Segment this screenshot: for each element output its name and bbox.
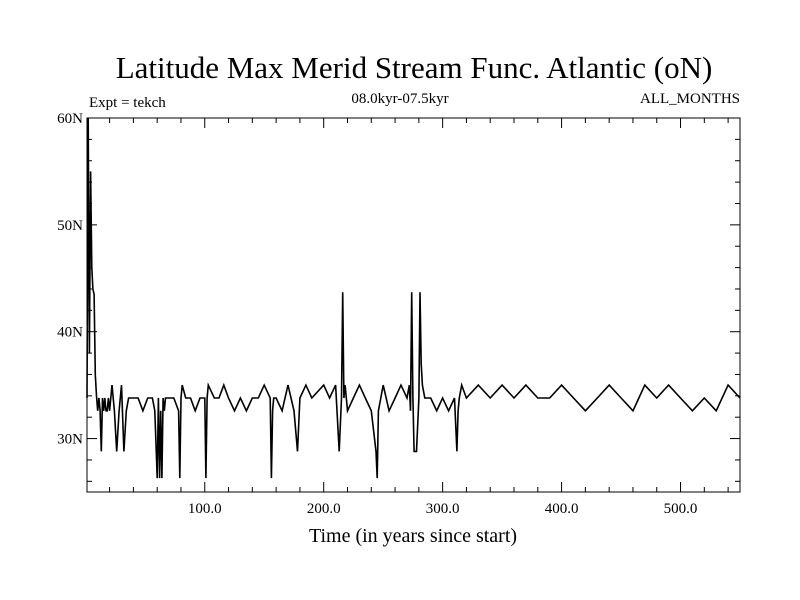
x-tick-label: 100.0 — [188, 501, 222, 517]
x-tick-label: 500.0 — [664, 501, 698, 517]
y-tick-label: 30N — [57, 432, 83, 448]
x-axis-label: Time (in years since start) — [309, 525, 517, 547]
x-tick-label: 200.0 — [307, 501, 341, 517]
y-tick-label: 40N — [57, 325, 83, 341]
experiment-label: Expt = tekch — [89, 95, 166, 111]
y-tick-label: 60N — [57, 111, 83, 127]
y-tick-labels: 30N 40N 50N 60N — [57, 111, 83, 448]
x-tick-label: 400.0 — [545, 501, 579, 517]
plot-area: 100.0 200.0 300.0 400.0 500.0 30N 40N 50N 60N — [57, 111, 741, 517]
chart-title: Latitude Max Merid Stream Func. Atlantic… — [116, 50, 713, 85]
x-tick-labels: 100.0 200.0 300.0 400.0 500.0 — [188, 501, 698, 517]
series-line — [86, 117, 741, 479]
period-label: 08.0kyr-07.5kyr — [351, 91, 448, 107]
y-tick-label: 50N — [57, 218, 83, 234]
months-label: ALL_MONTHS — [640, 91, 740, 107]
x-tick-label: 300.0 — [426, 501, 460, 517]
